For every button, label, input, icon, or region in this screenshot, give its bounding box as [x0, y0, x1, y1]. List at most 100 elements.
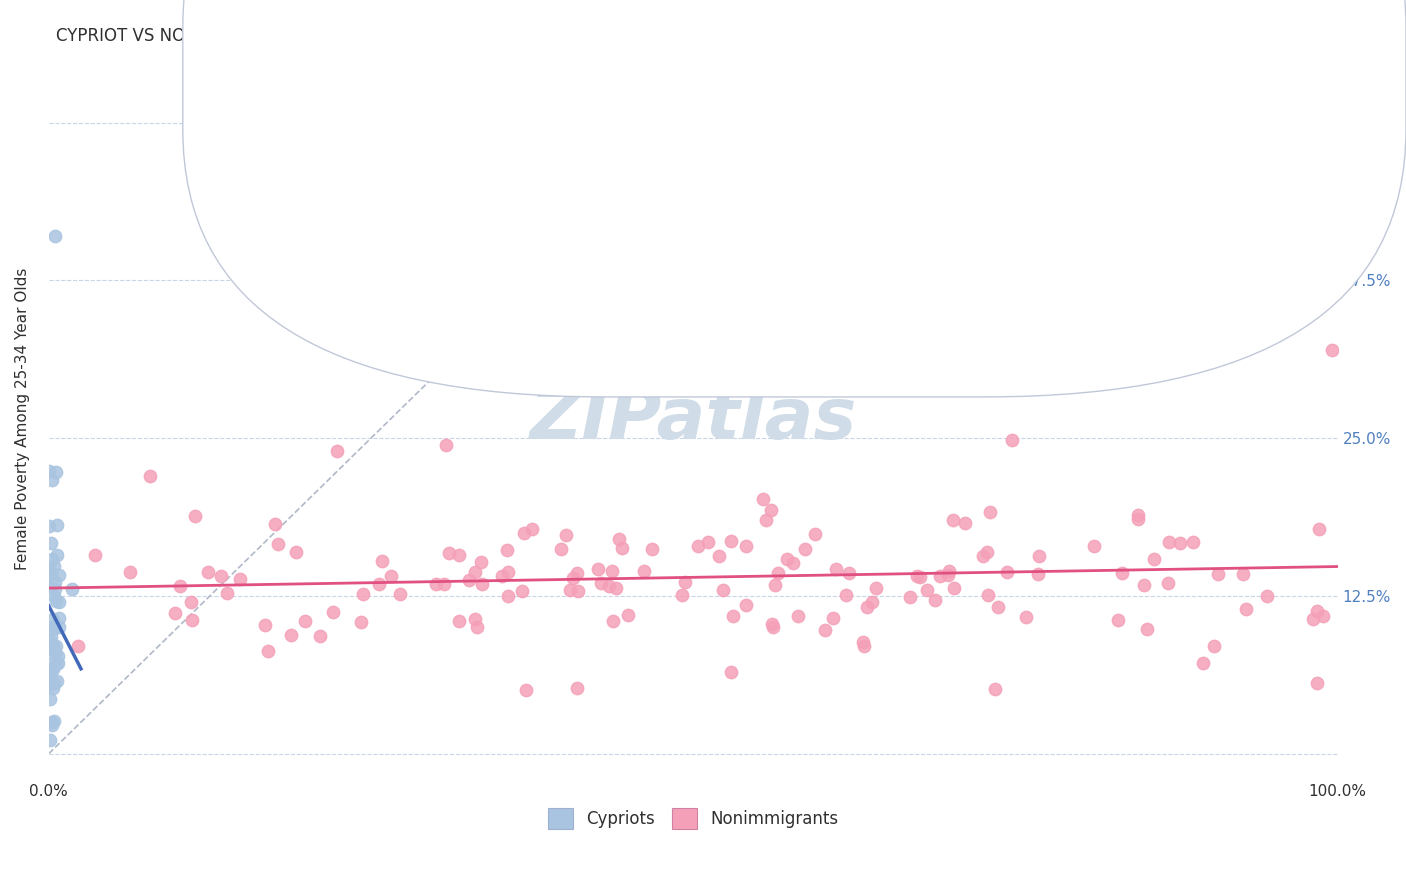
Point [449, 549, 471, 563]
Point [285, 545, 308, 559]
Point [612, 541, 634, 555]
Point [181, 613, 204, 627]
Point [38, 634, 60, 648]
Point [567, 584, 589, 599]
Point [39, 565, 62, 579]
Point [567, 566, 589, 581]
Point [709, 549, 731, 563]
Point [42, 638, 65, 652]
Point [1312, 609, 1334, 624]
Point [987, 600, 1010, 615]
Point [254, 618, 277, 632]
Point [1202, 639, 1225, 653]
Point [41, 715, 63, 730]
Text: R =: R = [628, 96, 669, 114]
Point [803, 526, 825, 541]
Point [688, 539, 710, 553]
Point [367, 577, 389, 591]
Point [464, 565, 486, 579]
Point [782, 556, 804, 570]
Point [591, 575, 613, 590]
Text: N =: N = [731, 67, 768, 85]
Point [458, 573, 481, 587]
Point [464, 612, 486, 626]
Point [915, 582, 938, 597]
Point [163, 607, 186, 621]
Y-axis label: Female Poverty Among 25-34 Year Olds: Female Poverty Among 25-34 Year Olds [15, 268, 30, 571]
Point [942, 513, 965, 527]
Point [763, 578, 786, 592]
Point [39, 580, 62, 594]
Legend: Cypriots, Nonimmigrants: Cypriots, Nonimmigrants [541, 802, 845, 835]
Point [41, 718, 63, 732]
Point [852, 634, 875, 648]
Point [735, 539, 758, 553]
Point [264, 516, 287, 531]
Point [471, 576, 494, 591]
Point [972, 549, 994, 564]
Point [602, 614, 624, 628]
Point [776, 552, 799, 566]
Point [229, 572, 252, 586]
Point [766, 566, 789, 580]
Point [905, 568, 928, 582]
Point [1306, 675, 1329, 690]
Point [605, 581, 627, 595]
Point [39, 621, 62, 635]
Point [44, 229, 66, 244]
Point [45, 657, 67, 671]
Point [46, 648, 69, 663]
Point [1143, 552, 1166, 566]
Point [943, 581, 966, 595]
Point [38, 672, 60, 686]
Point [352, 586, 374, 600]
Point [924, 593, 946, 607]
Point [550, 541, 572, 556]
Point [786, 608, 808, 623]
Point [41, 551, 63, 566]
Point [39, 567, 62, 582]
Point [48, 595, 70, 609]
Point [496, 542, 519, 557]
Point [1157, 534, 1180, 549]
Point [1192, 657, 1215, 671]
Point [567, 681, 589, 695]
Point [1026, 566, 1049, 581]
Point [42, 676, 65, 690]
Point [209, 568, 232, 582]
Point [1308, 522, 1330, 536]
Point [46, 657, 69, 671]
Point [41, 612, 63, 626]
Point [856, 599, 879, 614]
Point [46, 517, 69, 532]
Point [169, 579, 191, 593]
Point [39, 536, 62, 550]
Point [979, 505, 1001, 519]
Point [184, 509, 207, 524]
Point [41, 657, 63, 671]
Point [1128, 512, 1150, 526]
Point [936, 567, 959, 582]
Text: 0.106: 0.106 [673, 96, 725, 114]
Point [434, 438, 457, 452]
Point [814, 623, 837, 637]
Point [44, 575, 66, 590]
Point [267, 537, 290, 551]
Point [39, 692, 62, 706]
Point [41, 473, 63, 487]
Point [322, 605, 344, 619]
Point [513, 525, 536, 540]
Point [1126, 508, 1149, 522]
Point [42, 589, 65, 603]
Point [852, 639, 875, 653]
Point [510, 584, 533, 599]
Point [39, 672, 62, 686]
Point [558, 582, 581, 597]
Point [995, 566, 1018, 580]
Point [1107, 613, 1129, 627]
Point [735, 598, 758, 612]
Point [48, 568, 70, 582]
Point [45, 548, 67, 562]
Point [984, 681, 1007, 696]
Point [860, 595, 883, 609]
